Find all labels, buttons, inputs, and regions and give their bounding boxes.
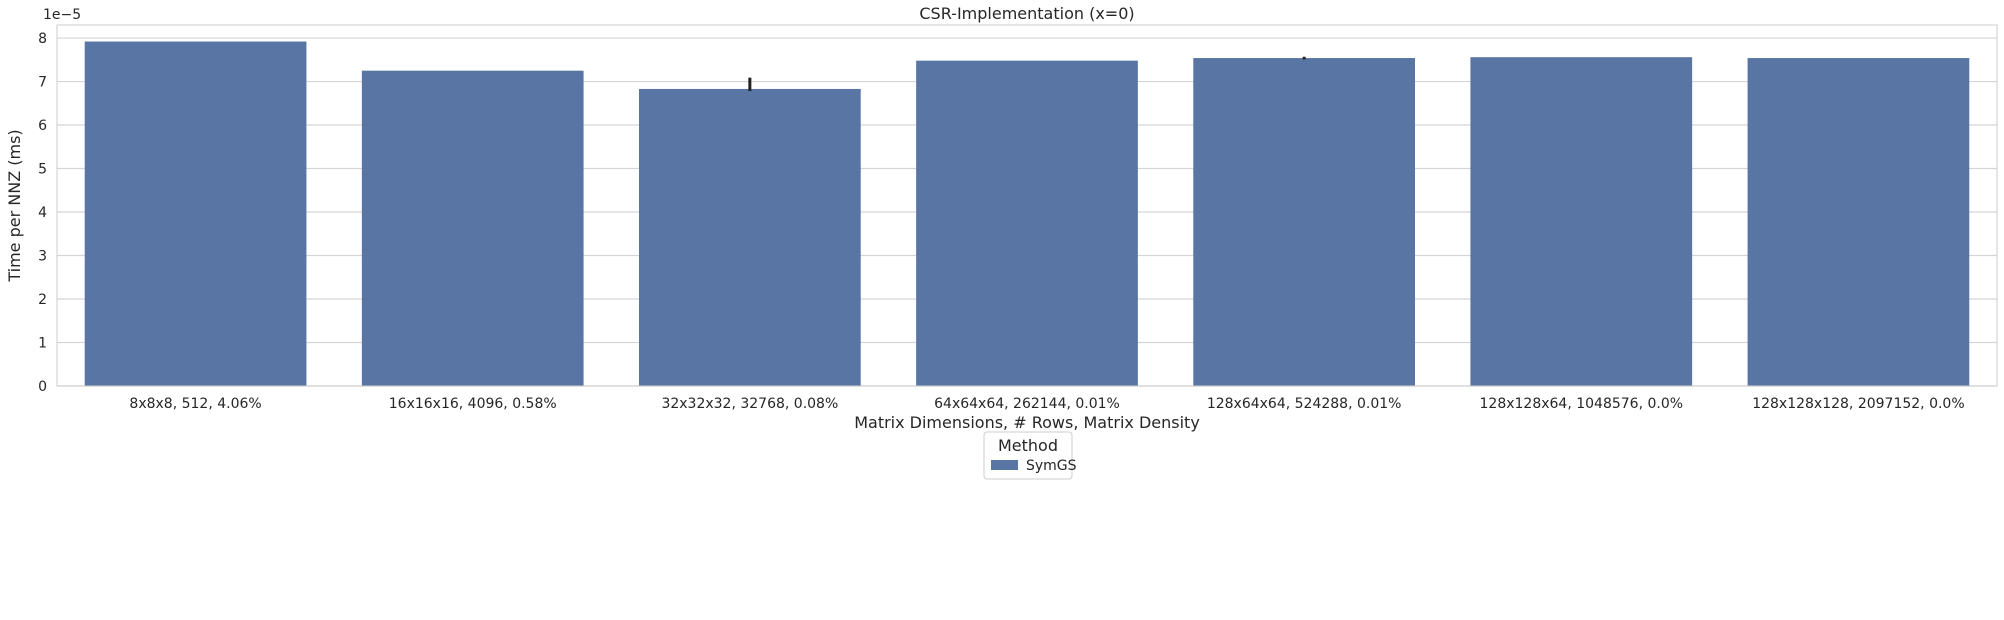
bars: [84, 41, 1970, 387]
bar: [1193, 58, 1415, 386]
y-tick-label: 1: [38, 336, 47, 352]
y-offset-text: 1e−5: [43, 7, 81, 23]
x-tick-label: 64x64x64, 262144, 0.01%: [934, 396, 1120, 412]
y-tick-label: 4: [38, 205, 47, 221]
bar: [916, 60, 1138, 386]
y-tick-labels: 0 1 2 3 4 5 6 7 8: [38, 31, 47, 395]
bar: [639, 88, 861, 386]
x-tick-labels: 8x8x8, 512, 4.06% 16x16x16, 4096, 0.58% 32…: [129, 396, 1964, 412]
y-tick-label: 6: [38, 118, 47, 134]
y-tick-label: 0: [38, 379, 47, 395]
x-tick-label: 128x128x128, 2097152, 0.0%: [1752, 396, 1964, 412]
legend: Method SymGS: [983, 431, 1077, 480]
y-tick-label: 3: [38, 249, 47, 265]
y-tick-label: 8: [38, 31, 47, 47]
y-tick-label: 5: [38, 162, 47, 178]
x-tick-label: 128x128x64, 1048576, 0.0%: [1480, 396, 1684, 412]
legend-label-symgs: SymGS: [1026, 458, 1077, 474]
y-axis-label: Time per NNZ (ms): [5, 129, 24, 282]
x-tick-label: 16x16x16, 4096, 0.58%: [389, 396, 557, 412]
bar: [84, 41, 307, 386]
x-tick-label: 128x64x64, 524288, 0.01%: [1207, 396, 1402, 412]
chart-title: CSR-Implementation (x=0): [919, 4, 1134, 23]
x-tick-label: 8x8x8, 512, 4.06%: [129, 396, 261, 412]
bar: [361, 70, 584, 387]
x-axis-label: Matrix Dimensions, # Rows, Matrix Densit…: [854, 413, 1200, 432]
error-bars: [748, 56, 1306, 92]
plot-frame: [56, 24, 1998, 387]
y-tick-label: 7: [38, 75, 47, 91]
legend-swatch-symgs: [991, 460, 1018, 470]
y-tick-label: 2: [38, 292, 47, 308]
bar: [1747, 58, 1970, 386]
legend-title: Method: [998, 436, 1058, 455]
x-tick-label: 32x32x32, 32768, 0.08%: [661, 396, 838, 412]
bar: [1470, 57, 1693, 386]
